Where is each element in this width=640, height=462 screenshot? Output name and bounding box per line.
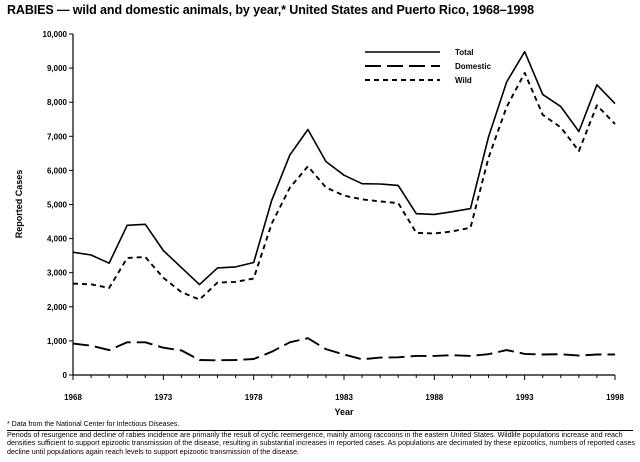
y-tick-label: 4,000 (47, 235, 68, 244)
legend: Total Domestic Wild (365, 48, 492, 85)
caption-divider (7, 430, 633, 431)
data-series (72, 50, 616, 362)
footnote: * Data from the National Center for Infe… (7, 421, 180, 428)
y-tick-label: 10,000 (43, 30, 68, 39)
rabies-line-chart: 0 1,000 2,000 3,000 4,000 5,000 6,000 7,000 8,00… (14, 30, 624, 417)
y-axis-ticks: 0 1,000 2,000 3,000 4,000 5,000 6,000 7,000 8,00… (43, 30, 73, 380)
y-tick-label: 8,000 (47, 98, 68, 107)
y-tick-label: 7,000 (47, 132, 68, 141)
series-domestic-line (72, 337, 615, 362)
caption: Periods of resurgence and decline of rab… (7, 430, 635, 456)
x-tick-label: 1998 (606, 393, 624, 402)
x-tick-label: 1973 (154, 393, 172, 402)
x-tick-label: 1968 (64, 393, 82, 402)
x-axis-label: Year (334, 407, 354, 417)
y-tick-label: 0 (63, 371, 68, 380)
legend-domestic-label: Domestic (455, 62, 492, 71)
chart-title: RABIES — wild and domestic animals, by y… (7, 3, 535, 17)
y-tick-label: 3,000 (47, 269, 68, 278)
y-tick-label: 1,000 (47, 337, 68, 346)
x-tick-label: 1978 (245, 393, 263, 402)
y-axis-label: Reported Cases (14, 170, 24, 239)
legend-total-label: Total (455, 48, 474, 57)
y-tick-label: 2,000 (47, 303, 68, 312)
y-tick-label: 6,000 (47, 166, 68, 175)
axes (72, 34, 615, 376)
y-tick-label: 9,000 (47, 64, 68, 73)
x-tick-label: 1988 (425, 393, 443, 402)
y-tick-label: 5,000 (47, 201, 68, 210)
series-wild-line (72, 71, 616, 301)
x-tick-label: 1993 (516, 393, 534, 402)
legend-wild-label: Wild (455, 76, 472, 85)
x-tick-label: 1983 (335, 393, 353, 402)
x-axis-ticks: 1968 1973 1978 1983 1988 1993 1998 (64, 375, 624, 402)
series-total-line (72, 50, 616, 286)
